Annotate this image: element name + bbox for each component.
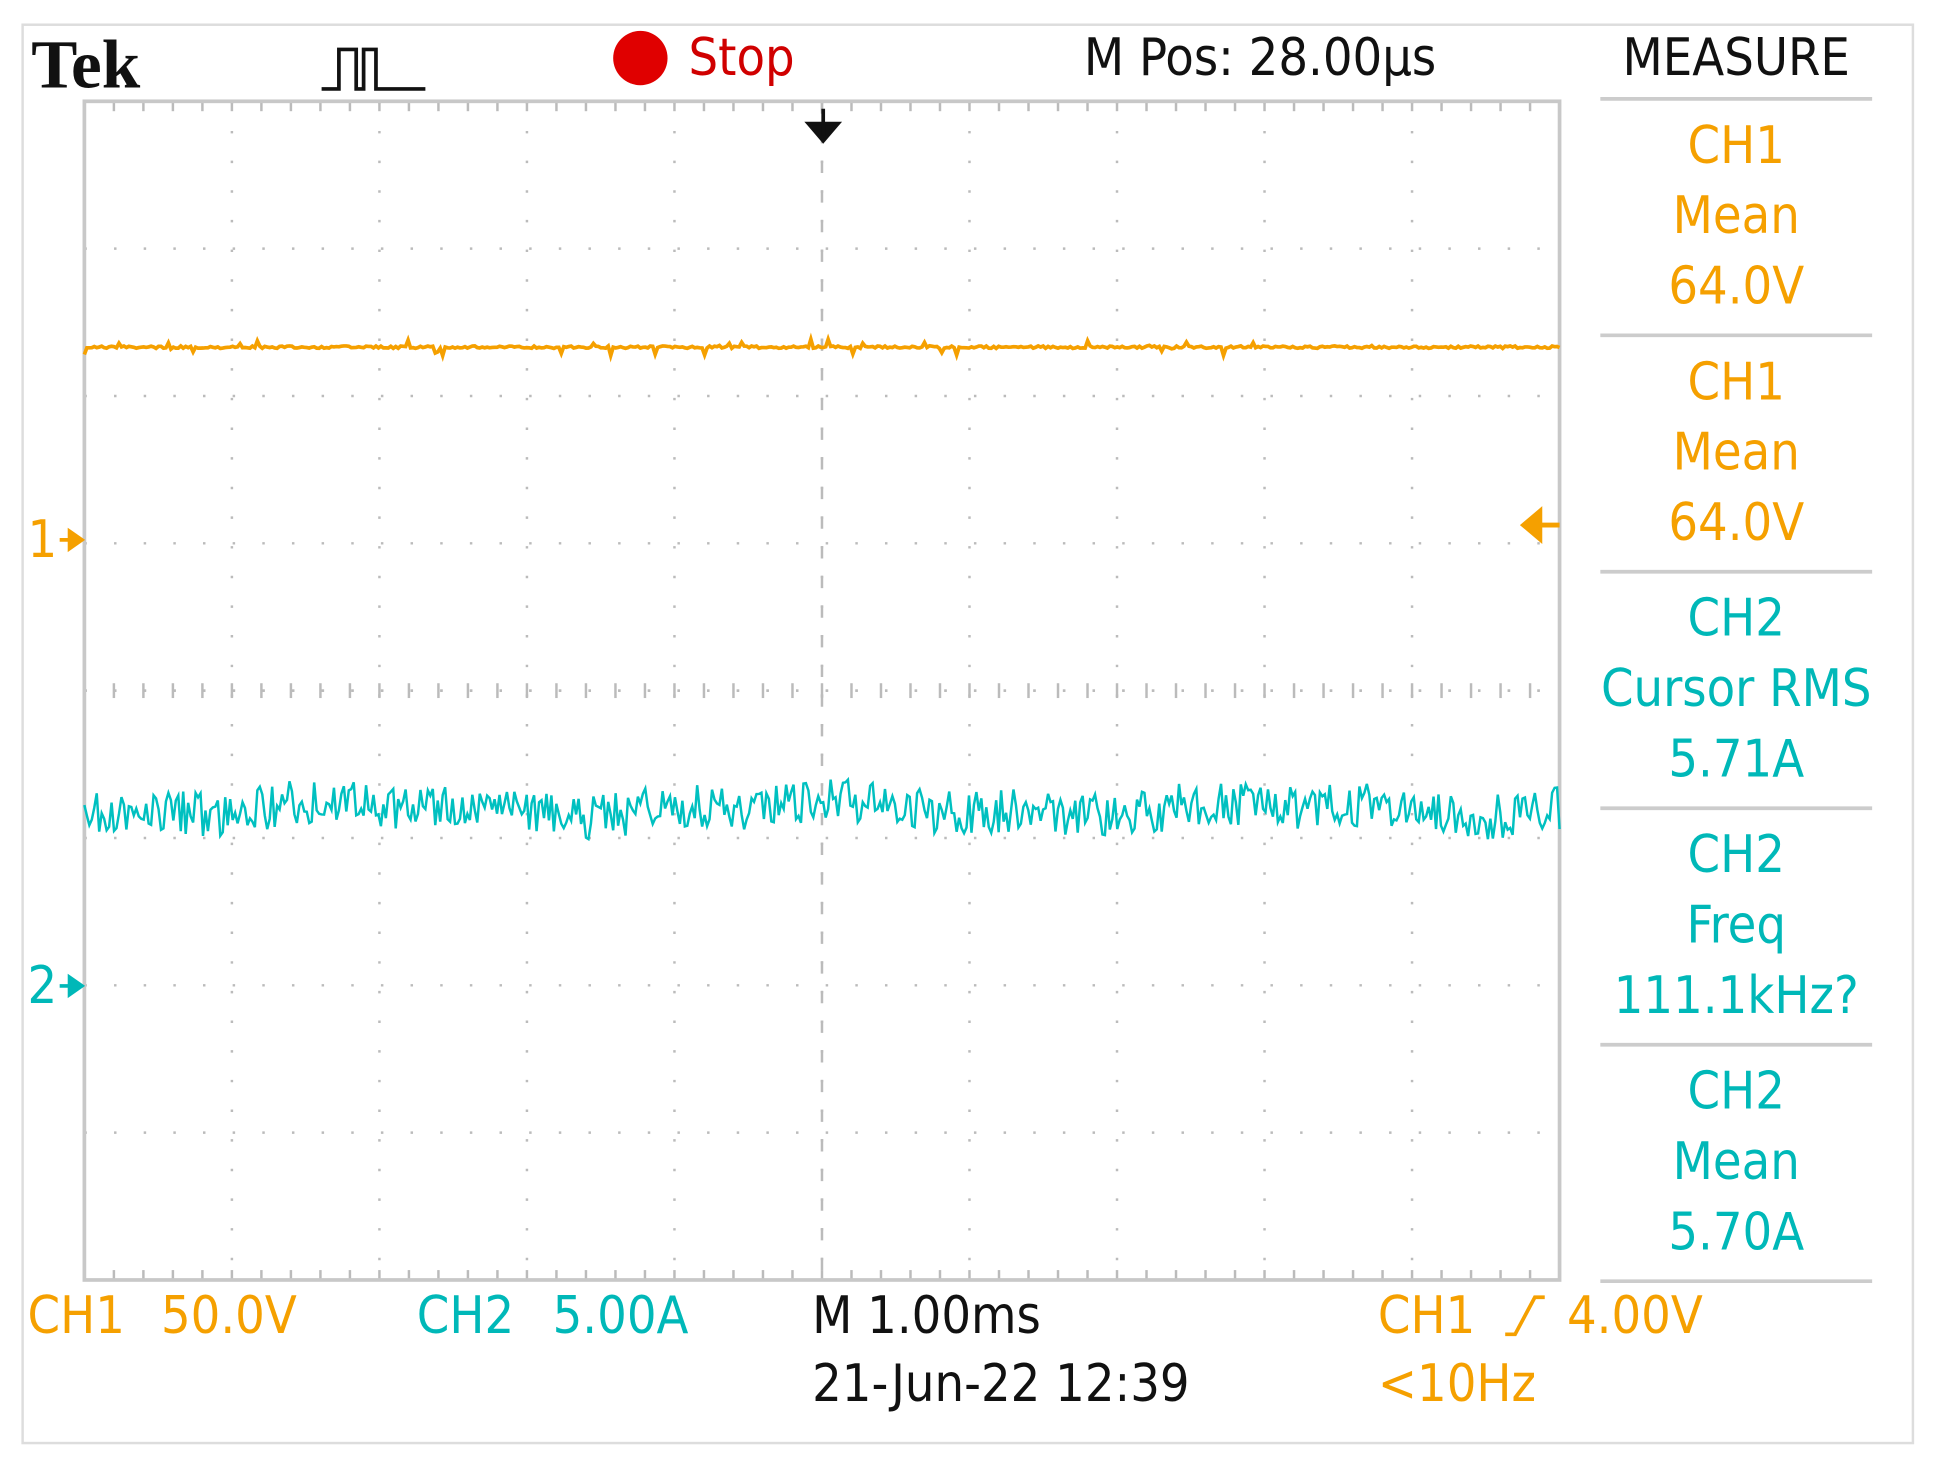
ch2-trace (83, 776, 1561, 842)
measure-title: MEASURE (1623, 28, 1850, 88)
measure-value: 64.0V (1668, 493, 1804, 553)
timebase: M 1.00ms (812, 1286, 1041, 1346)
measure-name: Cursor RMS (1601, 659, 1872, 719)
measure-value: 5.71A (1668, 730, 1804, 790)
ch2-marker-arrow (59, 973, 86, 999)
ch2-label: CH2 (417, 1286, 514, 1346)
ch1-marker-arrow (59, 527, 86, 553)
measure-channel: CH2 (1688, 589, 1785, 649)
measure-name: Mean (1673, 423, 1800, 483)
brand: Tek (31, 26, 140, 103)
ch1-label: CH1 (28, 1286, 125, 1346)
ch2-marker: 2 (28, 956, 58, 1016)
screen-frame (21, 23, 1915, 1445)
measure-value: 5.70A (1668, 1203, 1804, 1263)
measure-channel: CH1 (1688, 352, 1785, 412)
trigger-frequency: <10Hz (1378, 1354, 1536, 1414)
graticule-border (82, 99, 1562, 1282)
measure-name: Freq (1687, 896, 1786, 956)
measure-name: Mean (1673, 186, 1800, 246)
trigger-level-marker (1519, 506, 1560, 545)
ch2-scale: 5.00A (553, 1286, 689, 1346)
stop-indicator (613, 30, 668, 86)
measure-channel: CH2 (1688, 825, 1785, 885)
trigger-position-marker (804, 108, 843, 144)
measure-value: 64.0V (1668, 257, 1804, 317)
measure-channel: CH2 (1688, 1062, 1785, 1122)
trigger-source: CH1 (1378, 1286, 1475, 1346)
ch1-scale: 50.0V (161, 1286, 297, 1346)
run-status: Stop (689, 28, 795, 88)
measure-name: Mean (1673, 1132, 1800, 1192)
measure-panel: CH1 Mean 64.0V CH1 Mean 64.0V CH2 Cursor RMS 5.7… (1600, 96, 1873, 1284)
measure-channel: CH1 (1688, 116, 1785, 176)
horizontal-position: M Pos: 28.00µs (1084, 28, 1436, 88)
acquire-icon (321, 47, 426, 91)
trigger-level: 4.00V (1567, 1286, 1703, 1346)
trigger-slope (1505, 1295, 1545, 1337)
measure-value: 111.1kHz? (1614, 966, 1859, 1026)
ch1-trace (82, 332, 1561, 363)
datetime: 21-Jun-22 12:39 (812, 1354, 1190, 1414)
ch1-marker: 1 (28, 510, 58, 570)
